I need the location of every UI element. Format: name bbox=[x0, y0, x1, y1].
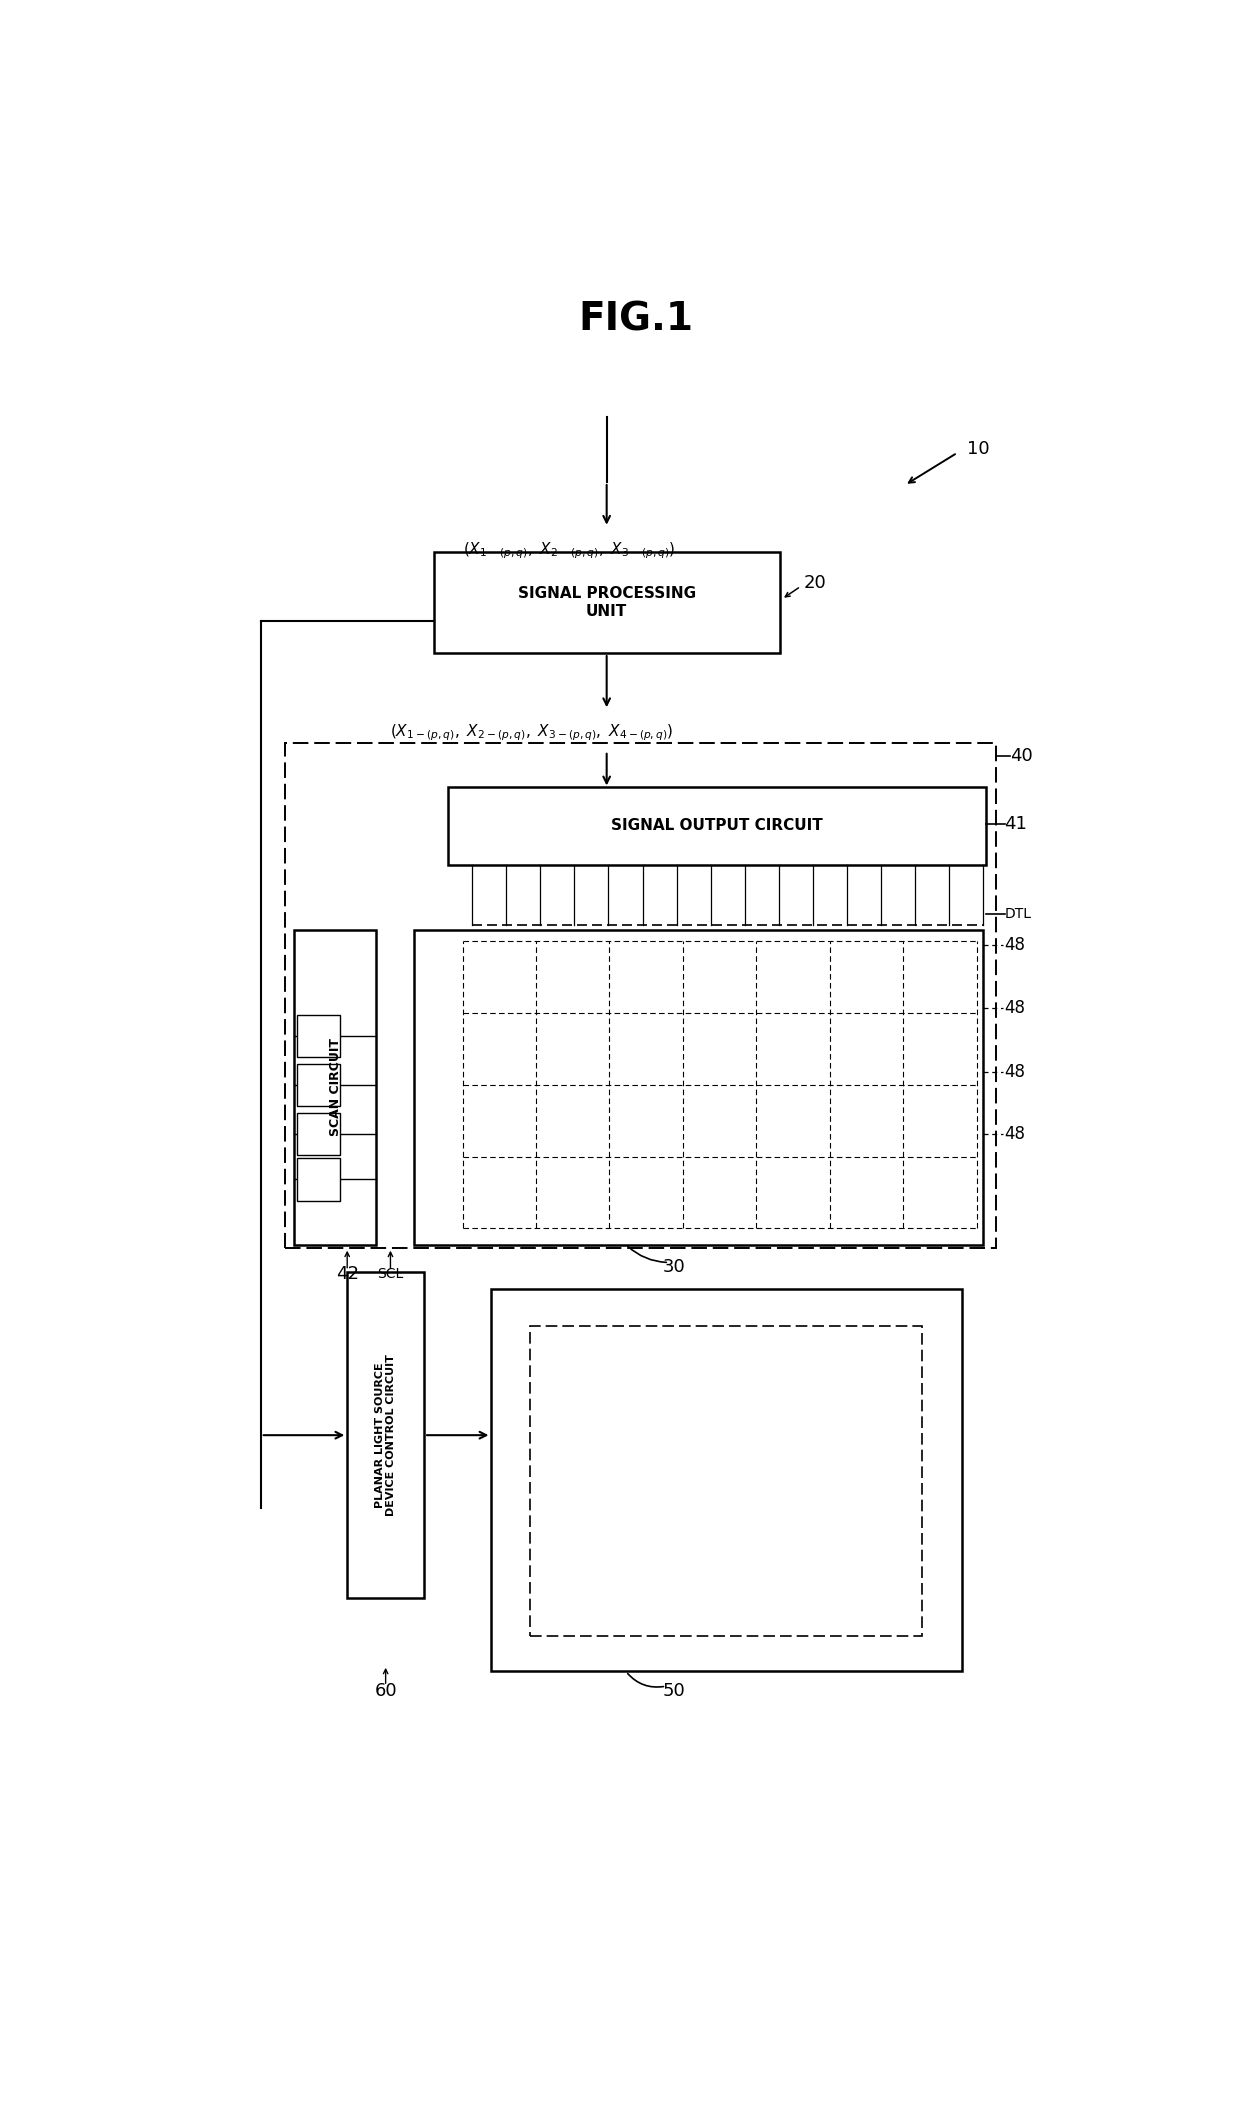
Text: 10: 10 bbox=[967, 440, 990, 459]
Bar bbox=[298, 1016, 341, 1058]
Text: 20: 20 bbox=[804, 573, 826, 592]
Text: 30: 30 bbox=[662, 1259, 686, 1276]
Bar bbox=[294, 931, 376, 1244]
Text: 48: 48 bbox=[1004, 935, 1025, 954]
Text: $(X_{1-(p,q)},\ X_{2-(p,q)},\ X_{3-(p,q)},\ X_{4-(p,q)})$: $(X_{1-(p,q)},\ X_{2-(p,q)},\ X_{3-(p,q)… bbox=[391, 724, 673, 743]
Text: SIGNAL PROCESSING
UNIT: SIGNAL PROCESSING UNIT bbox=[517, 586, 696, 618]
Text: 48: 48 bbox=[1004, 999, 1025, 1018]
Bar bbox=[529, 1327, 921, 1636]
Bar bbox=[448, 787, 986, 865]
Text: 42: 42 bbox=[336, 1265, 358, 1282]
Bar bbox=[434, 552, 780, 654]
Text: 41: 41 bbox=[1004, 815, 1028, 834]
Text: SCAN CIRCUIT: SCAN CIRCUIT bbox=[329, 1039, 342, 1136]
Text: 40: 40 bbox=[1011, 747, 1033, 764]
Text: 50: 50 bbox=[662, 1682, 686, 1699]
Text: SIGNAL OUTPUT CIRCUIT: SIGNAL OUTPUT CIRCUIT bbox=[611, 819, 823, 834]
Bar bbox=[285, 743, 996, 1248]
Text: PLANAR LIGHT SOURCE
DEVICE CONTROL CIRCUIT: PLANAR LIGHT SOURCE DEVICE CONTROL CIRCU… bbox=[374, 1354, 397, 1517]
Bar bbox=[298, 1157, 341, 1200]
Text: FIG.1: FIG.1 bbox=[578, 300, 693, 339]
Text: 48: 48 bbox=[1004, 1126, 1025, 1143]
Bar bbox=[347, 1272, 424, 1598]
Text: SCL: SCL bbox=[377, 1267, 403, 1280]
Bar bbox=[298, 1113, 341, 1155]
Bar bbox=[298, 1064, 341, 1107]
Text: DTL: DTL bbox=[1004, 908, 1032, 920]
Text: 60: 60 bbox=[374, 1682, 397, 1699]
Text: $(X_{1-(p,q)},\ X_{2-(p,q)},\ X_{3-(p,q)})$: $(X_{1-(p,q)},\ X_{2-(p,q)},\ X_{3-(p,q)… bbox=[463, 540, 675, 561]
Bar bbox=[414, 931, 983, 1244]
Bar bbox=[491, 1289, 962, 1672]
Text: 48: 48 bbox=[1004, 1062, 1025, 1081]
